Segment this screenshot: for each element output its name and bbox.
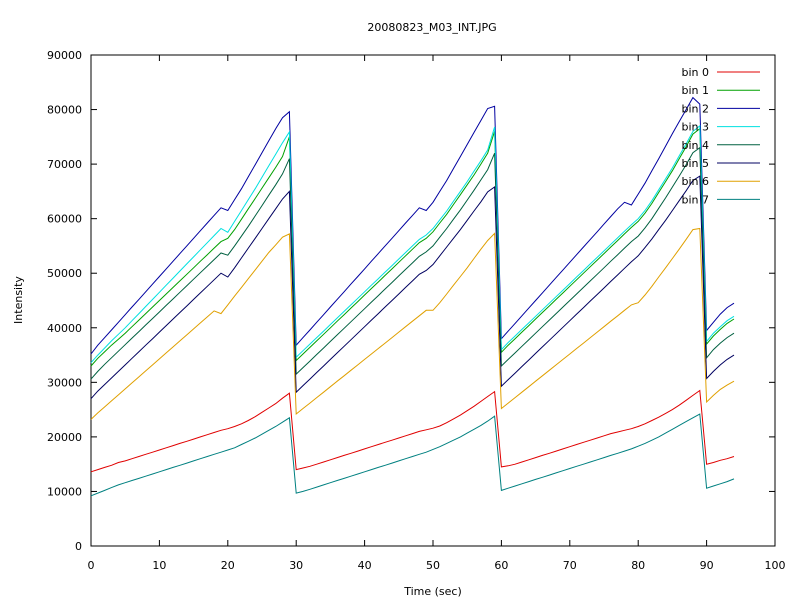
x-tick-label: 70	[563, 559, 577, 572]
y-tick-label: 20000	[47, 431, 82, 444]
chart-title: 20080823_M03_INT.JPG	[367, 21, 496, 34]
legend-label: bin 7	[681, 193, 709, 206]
x-tick-label: 60	[494, 559, 508, 572]
y-tick-label: 40000	[47, 322, 82, 335]
series-line-bin-1	[90, 127, 735, 367]
legend: bin 0 bin 1 bin 2 bin 3 bin 4 bin 5 bin 6 bin 7	[681, 66, 760, 206]
legend-label: bin 0	[681, 66, 709, 79]
x-tick-label: 0	[88, 559, 95, 572]
series-group	[90, 96, 735, 497]
series-line-bin-3	[90, 124, 735, 364]
x-axis-label: Time (sec)	[403, 585, 462, 598]
x-tick-label: 10	[152, 559, 166, 572]
series-line-bin-4	[90, 146, 735, 380]
legend-label: bin 2	[681, 102, 709, 115]
y-tick-label: 30000	[47, 376, 82, 389]
axis-ticks: 0 10 20 30 40 50 60 70 80 90 100 0 10000 20000 30000 40…	[47, 49, 786, 572]
legend-label: bin 4	[681, 139, 709, 152]
legend-label: bin 1	[681, 84, 709, 97]
legend-label: bin 3	[681, 121, 709, 134]
y-tick-label: 50000	[47, 267, 82, 280]
series-line-bin-5	[90, 175, 735, 400]
x-tick-label: 90	[700, 559, 714, 572]
series-line-bin-0	[90, 389, 735, 473]
y-tick-label: 60000	[47, 213, 82, 226]
x-tick-label: 50	[426, 559, 440, 572]
y-tick-label: 90000	[47, 49, 82, 62]
y-tick-label: 80000	[47, 104, 82, 117]
series-line-bin-7	[90, 413, 735, 497]
y-tick-label: 10000	[47, 485, 82, 498]
series-line-bin-2	[90, 96, 735, 355]
x-tick-label: 20	[221, 559, 235, 572]
y-tick-label: 0	[75, 540, 82, 553]
legend-label: bin 6	[681, 175, 709, 188]
legend-label: bin 5	[681, 157, 709, 170]
series-line-bin-6	[90, 227, 735, 420]
plot-frame	[90, 54, 776, 547]
x-tick-label: 30	[289, 559, 303, 572]
y-axis-label: Intensity	[12, 276, 25, 324]
y-tick-label: 70000	[47, 158, 82, 171]
x-tick-label: 40	[358, 559, 372, 572]
x-tick-label: 100	[765, 559, 786, 572]
x-tick-label: 80	[631, 559, 645, 572]
